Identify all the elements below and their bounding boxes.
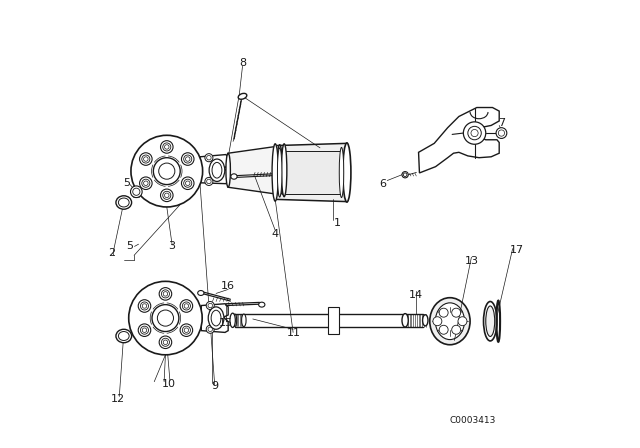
Ellipse shape [339,147,344,198]
Ellipse shape [231,174,237,179]
Ellipse shape [233,314,237,327]
Ellipse shape [241,314,246,327]
Circle shape [458,317,467,326]
Text: 9: 9 [211,381,218,391]
Text: 17: 17 [510,245,524,255]
Ellipse shape [343,143,351,202]
Circle shape [206,325,214,333]
Text: C0003413: C0003413 [449,416,495,425]
Circle shape [138,324,151,336]
Polygon shape [282,151,342,194]
Ellipse shape [422,314,428,326]
Circle shape [439,308,448,317]
Circle shape [452,308,461,317]
Ellipse shape [277,145,282,196]
Text: 10: 10 [161,379,175,389]
Circle shape [138,300,151,312]
Circle shape [159,336,172,349]
Circle shape [140,153,152,165]
Ellipse shape [116,329,132,343]
Circle shape [463,122,486,144]
Polygon shape [419,108,499,173]
Circle shape [131,186,142,198]
Circle shape [205,154,213,162]
Circle shape [205,177,213,185]
Polygon shape [275,143,347,202]
Ellipse shape [484,302,497,341]
Text: 4: 4 [271,229,279,239]
Circle shape [206,302,214,310]
Ellipse shape [402,314,408,327]
Circle shape [129,281,202,355]
Circle shape [161,189,173,202]
Ellipse shape [435,303,465,340]
Polygon shape [201,304,228,332]
Polygon shape [328,307,339,334]
Circle shape [154,158,180,185]
Ellipse shape [430,298,470,345]
Text: 3: 3 [168,241,175,251]
Ellipse shape [226,153,230,187]
Text: 6: 6 [380,179,386,189]
Ellipse shape [259,302,265,307]
Ellipse shape [277,148,282,197]
Circle shape [180,300,193,312]
Circle shape [180,324,193,336]
Text: 16: 16 [221,281,235,291]
Polygon shape [200,155,228,184]
Ellipse shape [402,172,408,178]
Circle shape [182,177,194,190]
Circle shape [161,141,173,153]
Circle shape [496,128,507,138]
Ellipse shape [282,144,287,197]
Circle shape [439,325,448,334]
Text: 5: 5 [126,241,133,251]
Text: 8: 8 [239,58,246,68]
Circle shape [152,305,179,332]
Ellipse shape [272,144,278,201]
Text: 15: 15 [219,318,233,327]
Text: 13: 13 [465,256,479,266]
Circle shape [159,288,172,300]
Ellipse shape [230,313,236,327]
Text: 7: 7 [498,118,505,128]
Ellipse shape [198,291,204,296]
Ellipse shape [238,93,247,99]
Circle shape [140,177,152,190]
Ellipse shape [209,159,225,181]
Text: 12: 12 [111,394,125,404]
Text: 5: 5 [123,178,130,188]
Text: 2: 2 [108,248,115,258]
Ellipse shape [208,307,224,329]
Circle shape [182,153,194,165]
Circle shape [452,325,461,334]
Text: 14: 14 [409,290,424,300]
Text: 1: 1 [333,218,340,228]
Circle shape [131,135,203,207]
Polygon shape [228,146,282,195]
Text: 11: 11 [287,328,301,338]
Ellipse shape [486,306,495,336]
Ellipse shape [116,196,132,209]
Ellipse shape [280,151,284,194]
Circle shape [433,317,442,326]
